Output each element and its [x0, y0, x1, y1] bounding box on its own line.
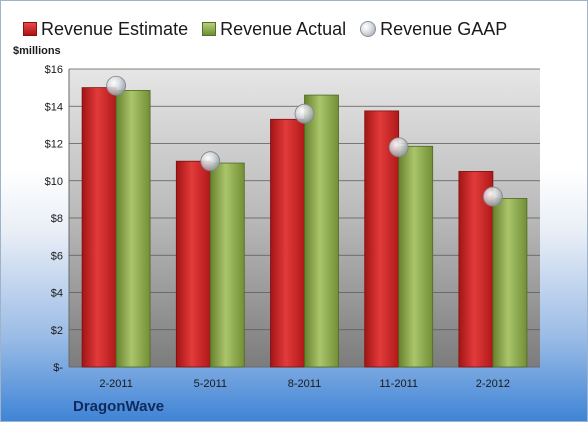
legend-label-gaap: Revenue GAAP [380, 18, 508, 39]
gaap-marker [388, 137, 409, 158]
legend-swatch-estimate [23, 22, 37, 36]
y-tick-label: $8 [51, 213, 63, 225]
x-tick-label: 8-2011 [288, 378, 321, 390]
x-tick-label: 5-2011 [194, 378, 227, 390]
company-name: DragonWave [73, 398, 165, 415]
y-tick-label: $4 [51, 288, 63, 300]
bar-estimate [270, 118, 305, 368]
y-tick-label: $16 [45, 64, 63, 76]
legend-label-actual: Revenue Actual [220, 18, 347, 39]
y-tick-label: $2 [51, 325, 63, 337]
bar-actual [209, 162, 245, 368]
bar-actual [492, 198, 528, 368]
y-tick-label: $14 [45, 101, 63, 113]
gaap-marker [482, 186, 503, 207]
y-tick-label: $- [53, 362, 63, 374]
gaap-marker [106, 75, 126, 96]
x-tick-label: 11-2011 [379, 378, 418, 390]
bar-actual [304, 94, 339, 368]
y-tick-label: $6 [51, 250, 63, 262]
legend-item-actual: Revenue Actual [202, 19, 346, 40]
gaap-marker [294, 103, 315, 124]
bar-estimate [175, 160, 211, 368]
y-axis-unit-label: $millions [13, 45, 61, 57]
legend-swatch-gaap [360, 21, 377, 37]
legend-item-estimate: Revenue Estimate [23, 19, 188, 40]
gaap-markers [106, 75, 503, 207]
legend: Revenue Estimate Revenue Actual Revenue … [23, 17, 521, 41]
x-tick-label: 2-2012 [476, 378, 510, 390]
legend-label-estimate: Revenue Estimate [41, 18, 189, 39]
bars [81, 87, 528, 368]
bar-estimate [81, 87, 117, 368]
y-tick-label: $10 [45, 176, 63, 188]
y-tick-label: $12 [45, 139, 63, 151]
y-axis-ticks: $- $2 $4 $6 $8 $10 $12 $14 $16 [45, 64, 64, 374]
bar-actual [115, 90, 151, 368]
x-tick-label: 2-2011 [99, 378, 132, 390]
legend-swatch-actual [202, 22, 217, 36]
x-axis-ticks: 2-2011 5-2011 8-2011 11-2011 2-2012 [99, 378, 510, 390]
gaap-marker [200, 151, 221, 172]
legend-item-gaap: Revenue GAAP [360, 19, 507, 40]
bar-actual [398, 145, 434, 368]
